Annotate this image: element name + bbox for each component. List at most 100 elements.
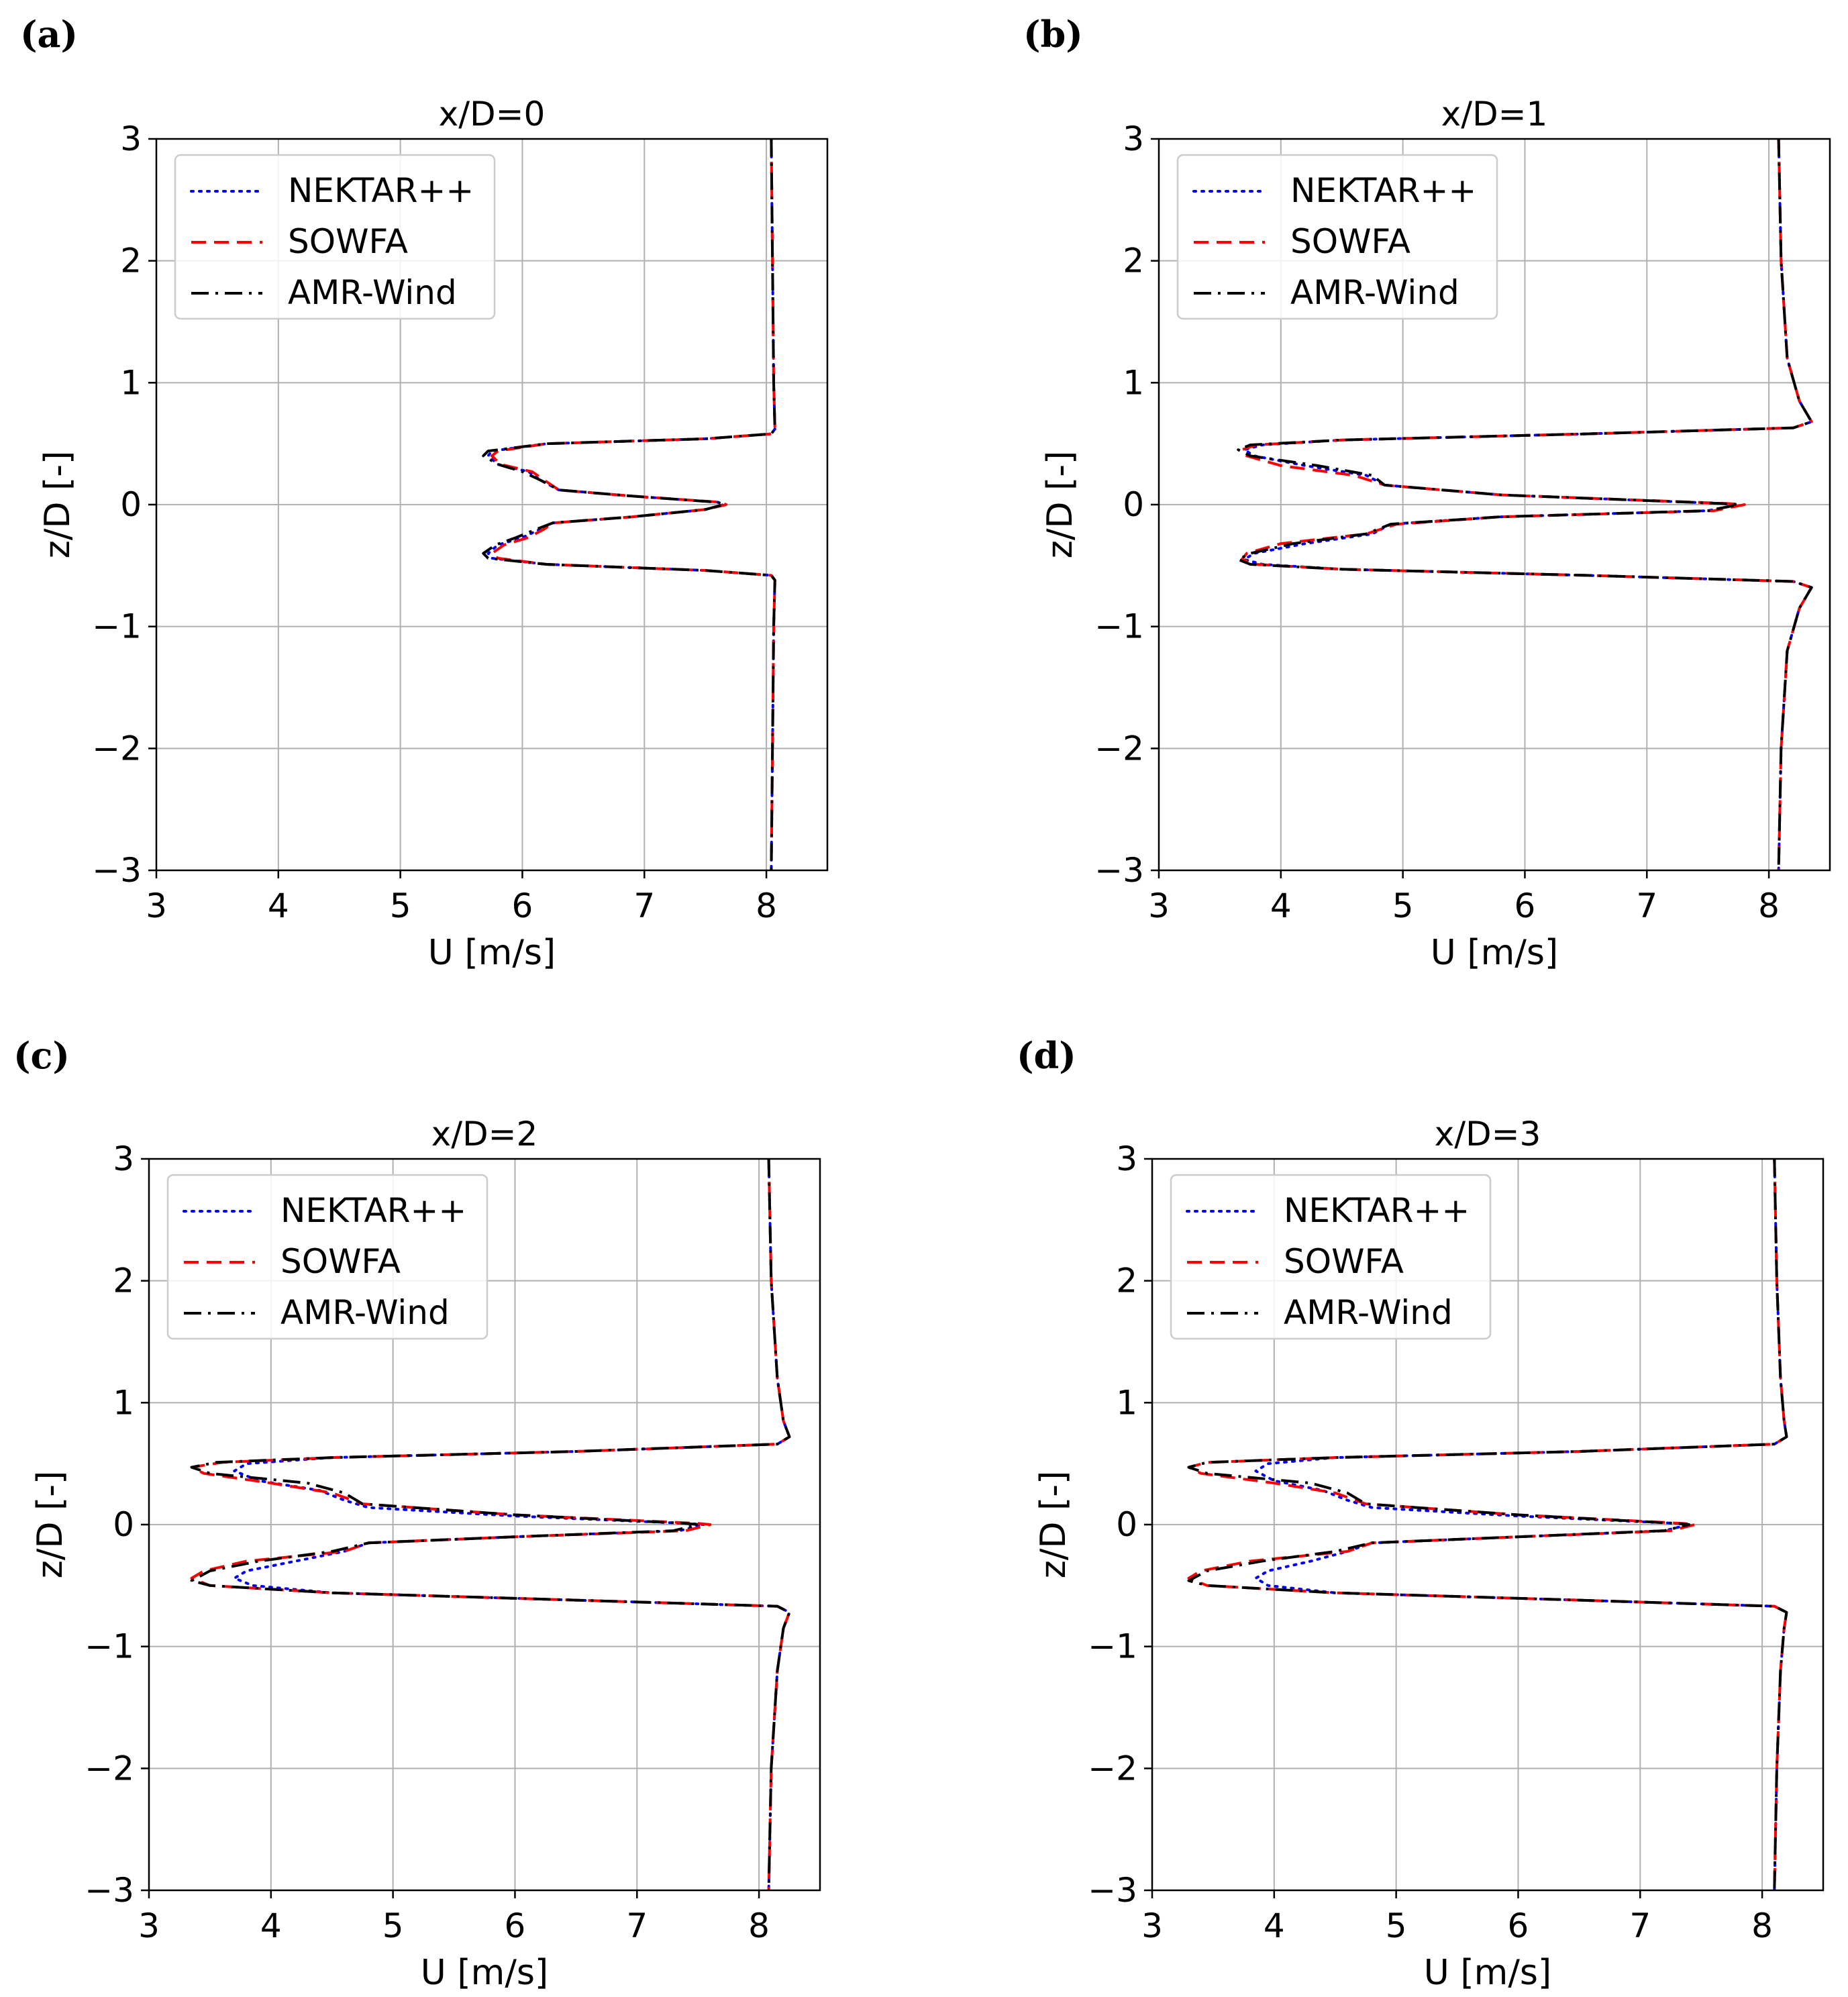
chart-title: x/D=3 [1435,1115,1541,1154]
x-tick-label: 4 [1264,1906,1285,1945]
y-axis-label: z/D [-] [1040,451,1080,559]
x-tick-label: 4 [268,886,289,925]
legend-entry: NEKTAR++ [280,1191,466,1230]
chart-title: x/D=0 [439,95,546,134]
chart-title: x/D=1 [1441,95,1548,134]
y-tick-label: −2 [1088,1749,1137,1788]
y-axis-label: z/D [-] [30,1471,70,1579]
legend-entry: AMR-Wind [1290,273,1459,312]
y-tick-label: 1 [1123,363,1144,402]
y-tick-label: 0 [113,1505,134,1544]
x-tick-label: 8 [1751,1906,1773,1945]
x-tick-label: 8 [748,1906,770,1945]
y-tick-label: 1 [120,363,142,402]
legend-entry: SOWFA [280,1242,401,1281]
panel-b: (b) x/D=1 3 4 5 6 7 8 −3 −2 −1 0 1 2 3 U [m/s] z/D [-] NE… [1023,13,1831,973]
x-tick-label: 3 [138,1906,160,1945]
legend-entry: NEKTAR++ [288,171,474,210]
legend: NEKTAR++ SOWFA AMR-Wind [1170,1174,1492,1340]
x-tick-label: 6 [1515,886,1536,925]
y-tick-label: 2 [1116,1262,1137,1300]
legend: NEKTAR++ SOWFA AMR-Wind [166,1174,489,1340]
x-tick-label: 6 [512,886,533,925]
y-tick-label: 3 [113,1139,134,1178]
x-tick-label: 8 [756,886,777,925]
legend: NEKTAR++ SOWFA AMR-Wind [1176,154,1498,320]
legend-box [174,154,496,320]
legend-box [1176,154,1498,320]
y-tick-label: −3 [1088,1871,1137,1910]
x-tick-label: 7 [633,886,655,925]
x-tick-label: 5 [1386,1906,1407,1945]
x-tick-label: 4 [1270,886,1292,925]
panel-label: (c) [13,1034,70,1077]
legend-entry: NEKTAR++ [1284,1191,1470,1230]
panel-label: (d) [1017,1034,1076,1077]
y-tick-label: 3 [1116,1139,1137,1178]
y-tick-label: 1 [113,1383,134,1422]
legend-box [166,1174,489,1340]
x-axis-label: U [m/s] [1424,1953,1551,1993]
x-tick-label: 8 [1758,886,1780,925]
series-line-amr-wind [482,139,776,870]
y-tick-label: −1 [1094,607,1144,646]
panel-a: (a) x/D=0 3 4 5 6 7 8 −3 −2 −1 0 1 2 3 U [m/s] z/D [-] NE… [20,13,829,973]
y-tick-label: 3 [1123,119,1144,158]
y-tick-label: −3 [92,851,142,890]
x-tick-label: 6 [1508,1906,1529,1945]
legend-entry: SOWFA [288,222,408,261]
legend-entry: AMR-Wind [1284,1293,1453,1332]
panel-c: (c) x/D=2 3 4 5 6 7 8 −3 −2 −1 0 1 2 3 U [m/s] z/D [-] NE… [13,1034,821,1993]
x-axis-label: U [m/s] [421,1953,548,1993]
x-axis-label: U [m/s] [428,933,556,973]
x-tick-label: 3 [146,886,167,925]
y-tick-label: −3 [85,1871,134,1910]
x-tick-label: 7 [626,1906,648,1945]
y-tick-label: 0 [1123,485,1144,524]
chart-title: x/D=2 [431,1115,538,1154]
series-line-amr-wind [190,1159,791,1890]
series-line-amr-wind [1237,139,1813,870]
y-tick-label: 3 [120,119,142,158]
panel-label: (a) [20,13,78,56]
x-tick-label: 5 [390,886,411,925]
legend-entry: SOWFA [1290,222,1410,261]
y-tick-label: 2 [120,242,142,280]
series-group [1237,139,1813,870]
y-tick-label: −2 [1094,729,1144,768]
panel-label: (b) [1023,13,1083,56]
panel-d: (d) x/D=3 3 4 5 6 7 8 −3 −2 −1 0 1 2 3 U [m/s] z/D [-] NE… [1017,1034,1825,1993]
y-tick-label: −3 [1094,851,1144,890]
series-group [190,1159,791,1890]
series-group [482,139,776,870]
y-tick-label: −2 [92,729,142,768]
legend-entry: NEKTAR++ [1290,171,1476,210]
x-tick-label: 4 [260,1906,282,1945]
legend-entry: SOWFA [1284,1242,1404,1281]
y-tick-label: −1 [85,1627,134,1666]
y-tick-label: −2 [85,1749,134,1788]
y-tick-label: 2 [113,1262,134,1300]
legend-entry: AMR-Wind [288,273,457,312]
y-tick-label: −1 [92,607,142,646]
y-axis-label: z/D [-] [38,451,78,559]
y-tick-label: 2 [1123,242,1144,280]
series-line-sowfa [1187,1159,1788,1890]
x-axis-label: U [m/s] [1431,933,1558,973]
x-tick-label: 6 [505,1906,526,1945]
series-line-amr-wind [1187,1159,1788,1890]
x-tick-label: 3 [1141,1906,1163,1945]
legend: NEKTAR++ SOWFA AMR-Wind [174,154,496,320]
x-tick-label: 7 [1629,1906,1651,1945]
legend-entry: AMR-Wind [280,1293,450,1332]
y-tick-label: −1 [1088,1627,1137,1666]
y-tick-label: 0 [120,485,142,524]
y-axis-label: z/D [-] [1033,1471,1074,1579]
series-group [1187,1159,1788,1890]
x-tick-label: 7 [1636,886,1657,925]
x-tick-label: 3 [1148,886,1170,925]
x-tick-label: 5 [382,1906,404,1945]
y-tick-label: 0 [1116,1505,1137,1544]
legend-box [1170,1174,1492,1340]
